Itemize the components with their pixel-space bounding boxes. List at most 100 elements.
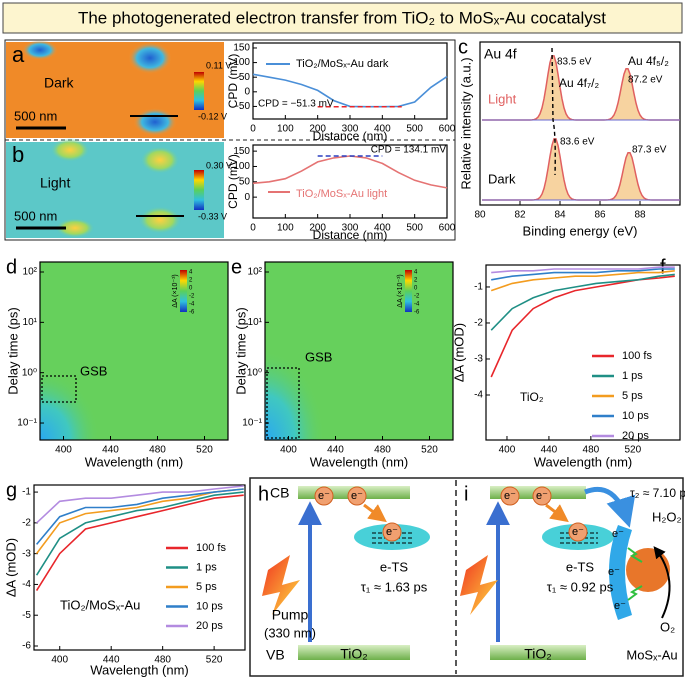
legend-label: 20 ps	[196, 620, 223, 632]
y-tick-label: 10⁰	[247, 367, 262, 378]
colorbar-label: ΔA (×10⁻³)	[397, 274, 404, 307]
x-tick-label: 300	[342, 223, 359, 234]
colorbar-tick-label: 0	[189, 286, 193, 292]
transfer-arrow	[584, 486, 636, 528]
colorbar-label: -0.33 V	[198, 211, 227, 221]
afm-spot	[50, 138, 90, 162]
x-tick-label: 82	[514, 210, 526, 221]
valence-band	[490, 645, 586, 660]
colorbar-tick-label: 2	[414, 278, 418, 284]
electron	[314, 486, 334, 506]
heatmap-feature	[40, 370, 100, 440]
electron	[347, 486, 367, 506]
annotation: TiO₂/MoSₓ-Au	[60, 597, 140, 612]
cocatalyst-label: MoSₓ-Au	[626, 647, 677, 662]
electron-label: e⁻	[572, 526, 584, 538]
series-line	[490, 270, 675, 292]
series-line	[35, 488, 244, 555]
x-tick-label: 0	[250, 124, 256, 135]
annotation: 83.6 eV	[560, 137, 595, 148]
x-axis-label: Wavelength (nm)	[85, 454, 184, 469]
y-tick-label: 10²	[248, 267, 263, 278]
x-tick-label: 520	[206, 655, 223, 666]
legend-label: 1 ps	[196, 561, 217, 573]
transfer-arrow	[545, 503, 569, 523]
colorbar-tick-label: -6	[189, 310, 195, 316]
x-tick-label: 480	[374, 445, 391, 456]
colorbar-label: ΔA (×10⁻³)	[172, 274, 179, 307]
x-tick-label: 88	[634, 210, 646, 221]
material-label: TiO₂	[524, 646, 551, 662]
x-tick-label: 500	[406, 223, 423, 234]
x-tick-label: 400	[51, 655, 68, 666]
electron	[382, 522, 402, 542]
x-tick-label: 520	[421, 445, 438, 456]
annotation: 83.5 eV	[557, 57, 592, 68]
series-line	[35, 491, 244, 576]
x-axis-label: Wavelength (nm)	[310, 454, 409, 469]
plot-frame	[479, 41, 681, 206]
x-tick-label: 200	[309, 124, 326, 135]
afm-spot	[22, 40, 58, 60]
x-tick-label: 600	[439, 124, 456, 135]
series-line	[490, 275, 675, 378]
x-tick-label: 480	[154, 655, 171, 666]
y-tick-label: -2	[22, 518, 31, 529]
electron-label: e⁻	[536, 490, 548, 502]
x-tick-label: 440	[327, 445, 344, 456]
state-label: e-TS	[566, 559, 595, 574]
annotation: GSB	[305, 349, 332, 364]
colorbar-tick-label: 2	[189, 278, 193, 284]
legend-label: 20 ps	[622, 430, 649, 442]
plot-frame	[33, 484, 246, 651]
diagram-frame	[249, 477, 684, 677]
legend-label: 10 ps	[622, 410, 649, 422]
x-tick-label: 80	[474, 210, 486, 221]
band-label: CB	[270, 485, 289, 501]
peak-guide	[551, 47, 556, 176]
electron-label: e⁻	[386, 526, 398, 538]
colorbar-tick-label: 4	[414, 270, 418, 276]
series-line	[491, 266, 675, 274]
heatmap-feature	[265, 350, 325, 440]
electron-label: e⁻	[351, 490, 363, 502]
y-tick-label: 150	[233, 43, 250, 54]
panel-letter: a	[12, 42, 25, 67]
title-bar	[2, 2, 683, 34]
annotation: 87.2 eV	[628, 75, 663, 86]
x-tick-label: 0	[250, 223, 256, 234]
series-line	[252, 155, 448, 189]
x-tick-label: 84	[554, 210, 566, 221]
electron	[568, 522, 588, 542]
legend-label: 100 fs	[622, 350, 652, 362]
x-tick-label: 400	[280, 445, 297, 456]
colorbar-tick-label: -6	[414, 310, 420, 316]
mos-layer	[609, 525, 632, 620]
material-label: TiO₂	[340, 646, 367, 662]
peak-fill	[482, 55, 680, 120]
x-tick-label: 400	[55, 445, 72, 456]
y-tick-label: 10¹	[248, 317, 263, 328]
x-tick-label: 480	[149, 445, 166, 456]
electron-label: e⁻	[318, 490, 330, 502]
y-tick-label: -3	[22, 548, 31, 559]
y-axis-label: Relative intensity (a.u.)	[458, 57, 473, 189]
x-tick-label: 440	[103, 655, 120, 666]
gsb-box	[266, 367, 300, 439]
legend-label: 5 ps	[622, 390, 643, 402]
colorbar	[194, 170, 204, 210]
annotation: Au 4f₇/₂	[559, 76, 599, 90]
y-tick-label: -1	[22, 487, 31, 498]
legend-label: TiO₂/MoSₓ-Au light	[296, 188, 387, 200]
y-tick-label: 0	[244, 86, 250, 97]
y-axis-label: ΔA (mOD)	[451, 323, 466, 382]
legend-label: 100 fs	[196, 542, 226, 554]
y-tick-label: -50	[236, 101, 251, 112]
light-bolt	[262, 555, 300, 615]
y-tick-label: 10²	[23, 267, 38, 278]
x-tick-label: 440	[541, 445, 558, 456]
series-line	[35, 488, 244, 545]
annotation: Light	[488, 91, 517, 106]
gsb-box	[41, 375, 77, 403]
